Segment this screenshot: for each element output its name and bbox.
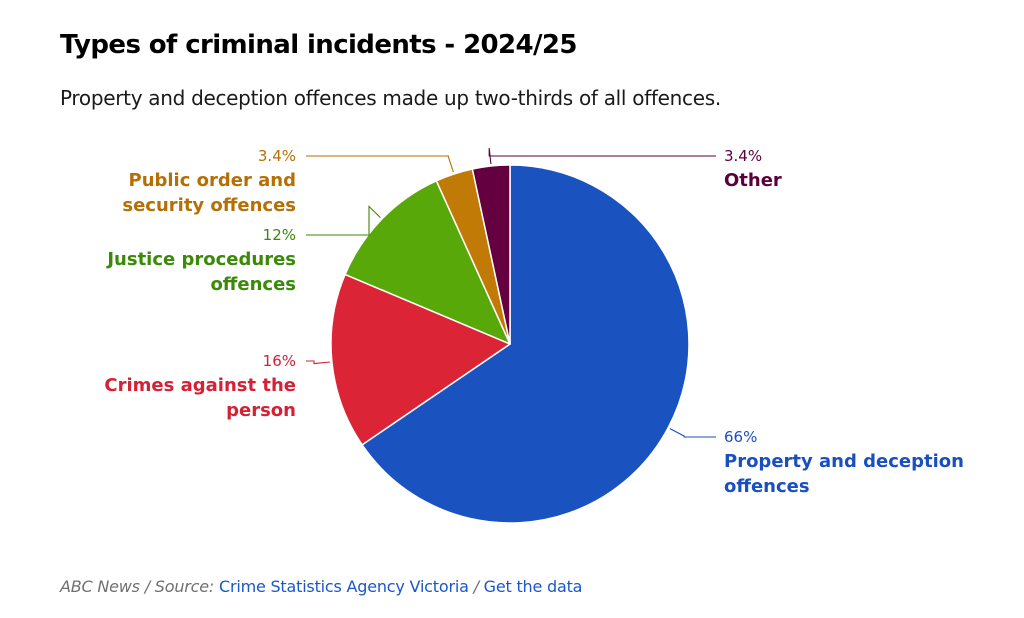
source-prefix: ABC News / Source: (60, 577, 215, 596)
pie-slice-2[interactable] (330, 273, 511, 446)
percent-label-3: 12% (263, 226, 296, 244)
category-label-4-line-2: security offences (122, 195, 296, 216)
chart-subtitle: Property and deception offences made up … (60, 86, 721, 110)
percent-label-4: 3.4% (258, 147, 296, 165)
percent-label-2: 16% (263, 352, 296, 370)
leader-line-2 (306, 360, 330, 365)
category-label-1-line-1: Property and deception (724, 451, 964, 472)
source-link[interactable]: Crime Statistics Agency Victoria (218, 577, 469, 596)
chart-title: Types of criminal incidents - 2024/25 (60, 30, 578, 60)
category-label-2-line-1: Crimes against the (104, 375, 296, 396)
percent-label-5: 3.4% (724, 147, 762, 165)
chart-footer: ABC News / Source: Crime Statistics Agen… (60, 577, 582, 596)
category-label-3-line-2: offences (210, 274, 296, 295)
category-label-5-line-1: Other (724, 170, 782, 191)
category-label-4-line-1: Public order and (129, 170, 297, 191)
leader-line-1 (669, 428, 716, 438)
category-label-3-line-1: Justice procedures (105, 249, 296, 270)
pie-slice-3[interactable] (344, 180, 511, 345)
leader-line-5 (488, 148, 716, 165)
category-label-2-line-2: person (226, 400, 296, 421)
percent-label-1: 66% (724, 428, 757, 446)
get-the-data-link[interactable]: Get the data (483, 577, 583, 596)
leader-line-3 (306, 205, 381, 236)
pie-slice-5[interactable] (471, 164, 511, 345)
footer-separator: / (473, 577, 479, 596)
leader-line-4 (306, 155, 454, 173)
category-label-1-line-2: offences (724, 476, 810, 497)
pie-chart: 66% Property and deception offences 16% Crim… (104, 147, 964, 524)
pie-slice-1[interactable] (361, 164, 690, 524)
